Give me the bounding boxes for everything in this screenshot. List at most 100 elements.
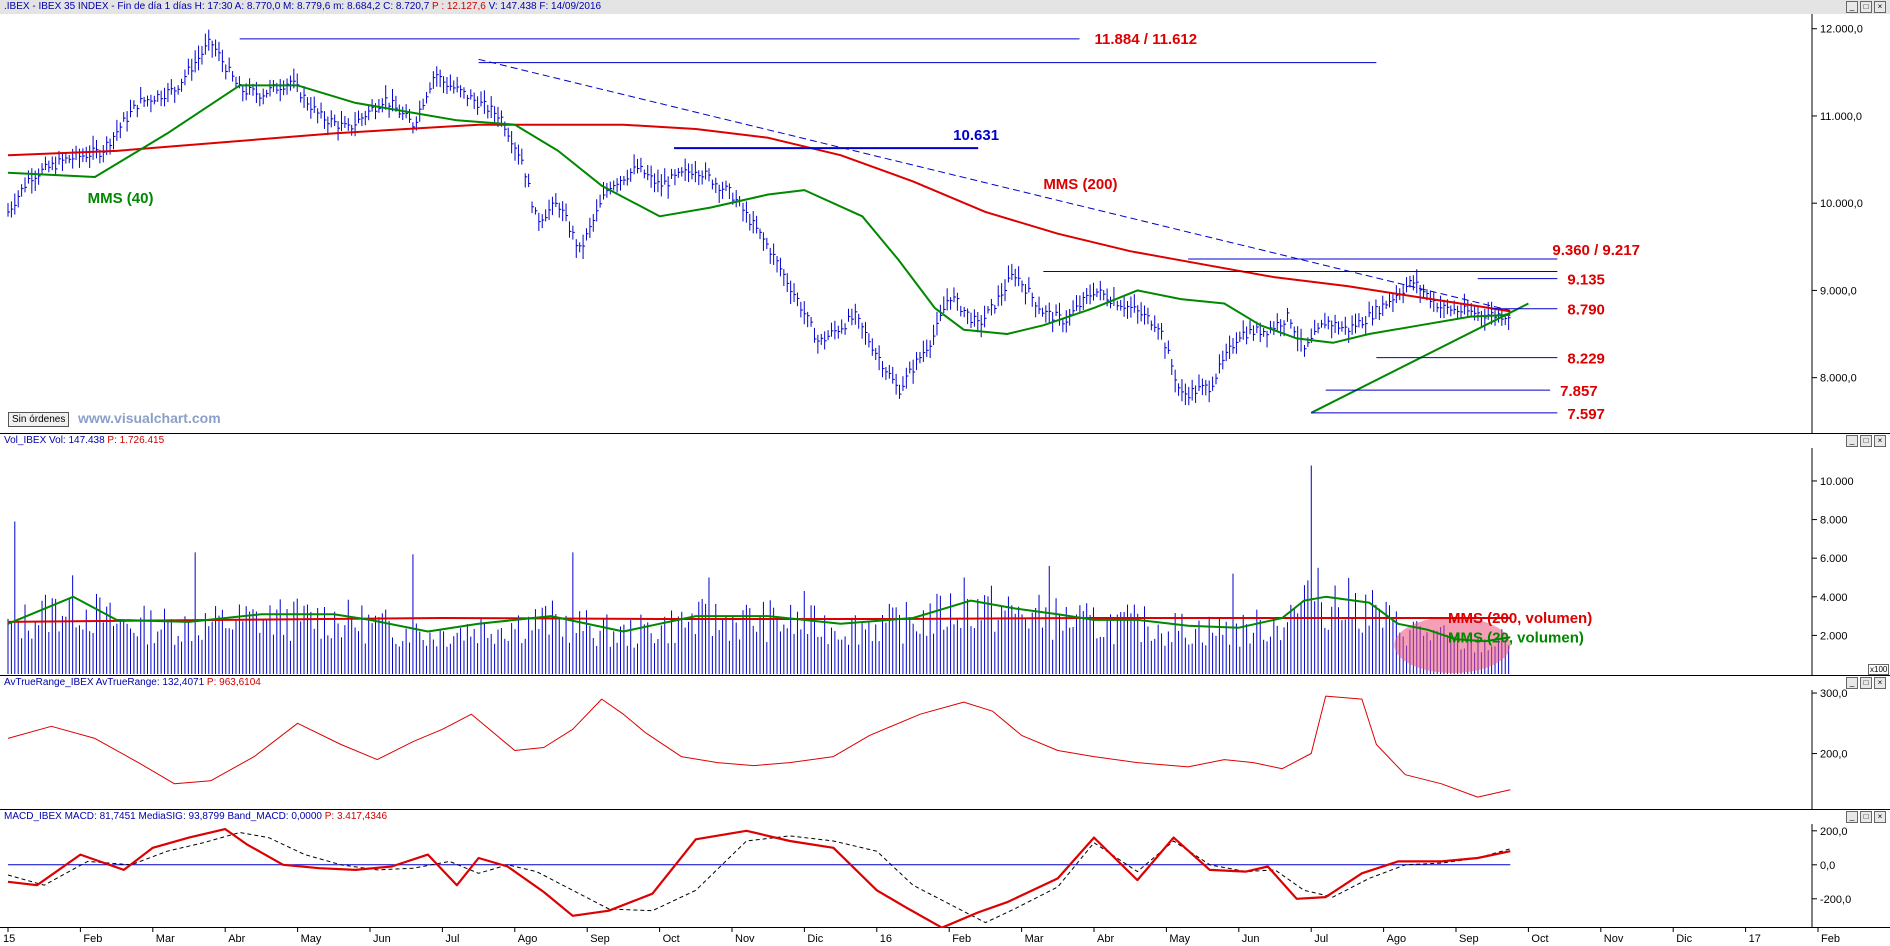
vol-mms20-line <box>7 595 1511 643</box>
y-tick-label: 0,0 <box>1820 860 1835 872</box>
time-axis: 15 Feb Mar Abr May Jun Jul Ago Sep Oct Nov Dic 16 Feb… <box>3 928 1840 945</box>
atr-line <box>7 695 1511 798</box>
x-tick-label: Ago <box>518 933 538 945</box>
sin-ordenes-button[interactable]: Sin órdenes <box>8 412 70 427</box>
x-tick-label: Mar <box>1025 933 1044 945</box>
atr-pane-controls: _ □ × <box>1846 677 1886 689</box>
y-tick-label: 4.000 <box>1820 592 1848 604</box>
macd-header-p: P: 3.417,4346 <box>324 811 388 822</box>
volume-pane-header: Vol_IBEX Vol: 147.438 P: 1.726.415 <box>0 434 164 448</box>
level-label: 10.631 <box>953 127 999 144</box>
atr-pane[interactable]: 200,0 300,0 AvTrueRange_IBEX AvTrueRange:… <box>0 676 1890 810</box>
close-icon[interactable]: × <box>1874 435 1886 447</box>
close-icon[interactable]: × <box>1874 811 1886 823</box>
x-tick-label: Ago <box>1387 933 1407 945</box>
y-tick-label: 2.000 <box>1820 630 1848 642</box>
price-chart[interactable]: 8.000,0 9.000,0 10.000,0 11.000,0 12.000,0 11… <box>0 0 1890 434</box>
maximize-icon[interactable]: □ <box>1860 677 1872 689</box>
mms200-line <box>7 123 1511 313</box>
x-tick-label: Feb <box>1821 933 1840 945</box>
price-header-symbol: .IBEX - IBEX 35 INDEX - Fin de día 1 día… <box>4 1 192 12</box>
x-tick-label: Oct <box>663 933 680 945</box>
maximize-icon[interactable]: □ <box>1860 811 1872 823</box>
close-icon[interactable]: × <box>1874 1 1886 13</box>
x-tick-label: Dic <box>807 933 823 945</box>
x-tick-label: 17 <box>1749 933 1761 945</box>
x-tick-label: 15 <box>3 933 15 945</box>
atr-chart[interactable]: 200,0 300,0 <box>0 676 1890 810</box>
x-tick-label: Jun <box>373 933 391 945</box>
y-tick-label: 200,0 <box>1820 749 1848 761</box>
maximize-icon[interactable]: □ <box>1860 1 1872 13</box>
y-tick-label: 12.000,0 <box>1820 24 1863 36</box>
x-tick-label: May <box>301 933 322 945</box>
macd-header-name: MACD_IBEX MACD: 81,7451 MediaSIG: 93,879… <box>4 811 322 822</box>
price-header-values: H: 17:30 A: 8.770,0 M: 8.779,6 m: 8.684,… <box>194 1 430 12</box>
macd-chart[interactable]: -200,0 0,0 200,0 <box>0 810 1890 928</box>
level-label: 7.597 <box>1567 406 1605 423</box>
volume-header-name: Vol_IBEX Vol: 147.438 <box>4 435 105 446</box>
maximize-icon[interactable]: □ <box>1860 435 1872 447</box>
atr-pane-header: AvTrueRange_IBEX AvTrueRange: 132,4071 P… <box>0 676 261 690</box>
x-tick-label: Jul <box>1314 933 1328 945</box>
price-header-p: P : 12.127,6 <box>432 1 486 12</box>
minimize-icon[interactable]: _ <box>1846 1 1858 13</box>
volume-multiplier: x100 <box>1868 664 1890 675</box>
x-tick-label: Feb <box>83 933 102 945</box>
x-tick-label: Jul <box>445 933 459 945</box>
y-tick-label: 300,0 <box>1820 688 1848 700</box>
x-tick-label: Sep <box>590 933 610 945</box>
x-tick-label: Abr <box>1097 933 1114 945</box>
macd-pane-controls: _ □ × <box>1846 811 1886 823</box>
series-label: MMS (40) <box>88 190 154 207</box>
y-tick-label: 6.000 <box>1820 553 1848 565</box>
x-tick-label: 16 <box>880 933 892 945</box>
y-tick-label: 10.000,0 <box>1820 198 1863 210</box>
minimize-icon[interactable]: _ <box>1846 435 1858 447</box>
macd-pane[interactable]: -200,0 0,0 200,0 MACD_IBEX MACD: 81,7451 M… <box>0 810 1890 928</box>
volume-pane[interactable]: 2.000 4.000 6.000 8.000 10.000 MMS (200, volu… <box>0 434 1890 676</box>
y-tick-label: 200,0 <box>1820 826 1848 838</box>
x-tick-label: Sep <box>1459 933 1479 945</box>
macd-pane-header: MACD_IBEX MACD: 81,7451 MediaSIG: 93,879… <box>0 810 387 824</box>
x-tick-label: Nov <box>1604 933 1624 945</box>
volume-chart[interactable]: 2.000 4.000 6.000 8.000 10.000 MMS (200, volu… <box>0 434 1890 676</box>
atr-header-p: P: 963,6104 <box>206 677 261 688</box>
y-tick-label: 9.000,0 <box>1820 285 1857 297</box>
level-label: 8.790 <box>1567 302 1605 319</box>
level-label: 7.857 <box>1560 383 1598 400</box>
series-label: MMS (200) <box>1043 176 1117 193</box>
x-tick-label: Nov <box>735 933 755 945</box>
price-pane-controls: _ □ × <box>1846 1 1886 13</box>
macd-line <box>7 828 1511 928</box>
y-tick-label: 11.000,0 <box>1820 111 1862 123</box>
x-tick-label: Mar <box>156 933 175 945</box>
x-tick-label: Jun <box>1242 933 1260 945</box>
atr-header-name: AvTrueRange_IBEX AvTrueRange: 132,4071 <box>4 677 205 688</box>
x-tick-label: Oct <box>1531 933 1548 945</box>
x-tick-label: Abr <box>228 933 245 945</box>
mms40-line <box>7 84 1511 344</box>
x-tick-label: Feb <box>952 933 971 945</box>
macd-signal-line <box>7 832 1511 924</box>
vol-mms20-label: MMS (20, volumen) <box>1448 629 1584 646</box>
y-tick-label: 8.000,0 <box>1820 373 1857 385</box>
x-tick-label: May <box>1169 933 1190 945</box>
vol-mms200-line <box>7 617 1511 623</box>
x-tick-label: Dic <box>1676 933 1692 945</box>
volume-pane-controls: _ □ × <box>1846 435 1886 447</box>
minimize-icon[interactable]: _ <box>1846 811 1858 823</box>
minimize-icon[interactable]: _ <box>1846 677 1858 689</box>
close-icon[interactable]: × <box>1874 677 1886 689</box>
downtrend-line <box>478 58 1511 311</box>
highlight-ellipse <box>1394 617 1511 674</box>
level-label: 9.135 <box>1567 272 1605 289</box>
vol-mms200-label: MMS (200, volumen) <box>1448 610 1592 627</box>
y-tick-label: 10.000 <box>1820 476 1854 488</box>
level-label: 9.360 / 9.217 <box>1552 242 1640 259</box>
price-pane[interactable]: 8.000,0 9.000,0 10.000,0 11.000,0 12.000,0 11… <box>0 0 1890 434</box>
level-label: 11.884 / 11.612 <box>1095 31 1198 48</box>
watermark: www.visualchart.com <box>78 410 221 426</box>
volume-header-p: P: 1.726.415 <box>107 435 165 446</box>
